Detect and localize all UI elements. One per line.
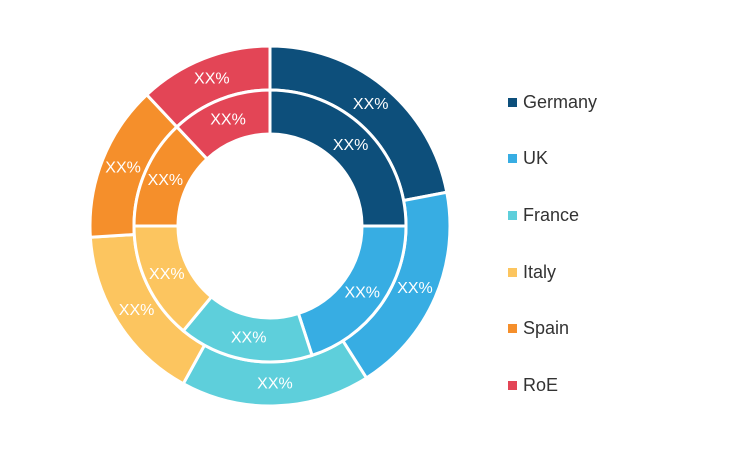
legend-swatch-italy xyxy=(508,267,517,277)
legend-label-france: France xyxy=(523,204,580,225)
inner-slice-label-roe: XX% xyxy=(210,112,246,129)
legend-label-germany: Germany xyxy=(523,91,598,112)
legend-swatch-roe xyxy=(508,380,517,390)
inner-slice-label-germany: XX% xyxy=(333,137,369,154)
outer-slice-label-italy: XX% xyxy=(119,302,155,319)
outer-slice-label-spain: XX% xyxy=(105,159,141,176)
legend-label-uk: UK xyxy=(523,148,549,169)
inner-slice-label-italy: XX% xyxy=(149,266,185,283)
legend-item-spain: Spain xyxy=(508,300,597,357)
legend-item-germany: Germany xyxy=(508,74,597,131)
legend: Germany UK France Italy Spain RoE xyxy=(508,74,597,414)
inner-slice-label-france: XX% xyxy=(231,329,267,346)
outer-slice-label-uk: XX% xyxy=(397,280,433,297)
legend-label-italy: Italy xyxy=(523,261,557,282)
legend-swatch-germany xyxy=(508,97,517,107)
outer-slice-label-roe: XX% xyxy=(194,71,230,88)
legend-label-roe: RoE xyxy=(523,374,559,395)
outer-slice-label-germany: XX% xyxy=(353,96,389,113)
legend-label-spain: Spain xyxy=(523,318,570,339)
legend-swatch-uk xyxy=(508,154,517,164)
legend-item-uk: UK xyxy=(508,131,597,188)
inner-slice-label-uk: XX% xyxy=(344,285,380,302)
legend-swatch-spain xyxy=(508,324,517,334)
legend-swatch-france xyxy=(508,210,517,220)
inner-slice-roe xyxy=(174,88,272,162)
legend-item-france: France xyxy=(508,187,597,244)
legend-item-italy: Italy xyxy=(508,244,597,301)
outer-slice-label-france: XX% xyxy=(257,375,293,392)
legend-item-roe: RoE xyxy=(508,357,597,414)
inner-slice-label-spain: XX% xyxy=(148,172,184,189)
